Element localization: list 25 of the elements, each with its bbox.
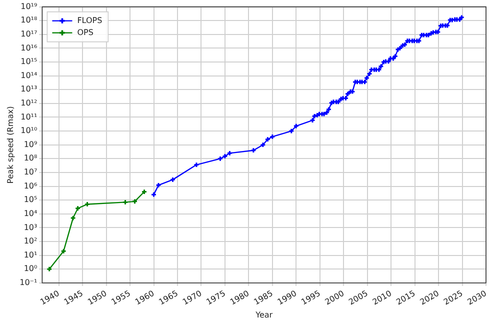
y-tick-label: 10¹ [24,250,38,260]
y-tick-label: 10⁷ [24,168,38,177]
x-axis-title: Year [254,310,274,320]
y-tick-label: 10¹⁵ [20,57,38,66]
y-tick-label: 10⁹ [24,140,38,149]
y-tick-label: 10¹⁴ [20,70,38,80]
y-tick-label: 10⁵ [24,195,38,204]
y-tick-label: 10¹⁰ [20,126,38,136]
y-tick-label: 10¹⁹ [20,2,38,11]
y-tick-label: 10¹⁶ [20,43,38,52]
y-tick-label: 10⁴ [24,208,38,218]
y-tick-label: 10⁶ [24,181,38,190]
y-tick-label: 10⁸ [24,154,38,163]
y-tick-label: 10⁰ [24,264,38,274]
y-tick-label: 10³ [24,222,38,232]
legend-label: FLOPS [77,16,102,25]
y-tick-label: 10⁻¹ [20,278,38,287]
y-tick-label: 10¹¹ [20,112,38,122]
y-tick-label: 10¹⁷ [20,29,38,38]
y-axis-title: Peak speed (Rmax) [6,106,15,184]
y-tick-label: 10² [24,236,38,246]
y-tick-label: 10¹² [20,98,38,108]
legend-label: OPS [77,28,94,37]
y-tick-label: 10¹⁸ [20,16,38,25]
y-tick-label: 10¹³ [20,84,38,94]
